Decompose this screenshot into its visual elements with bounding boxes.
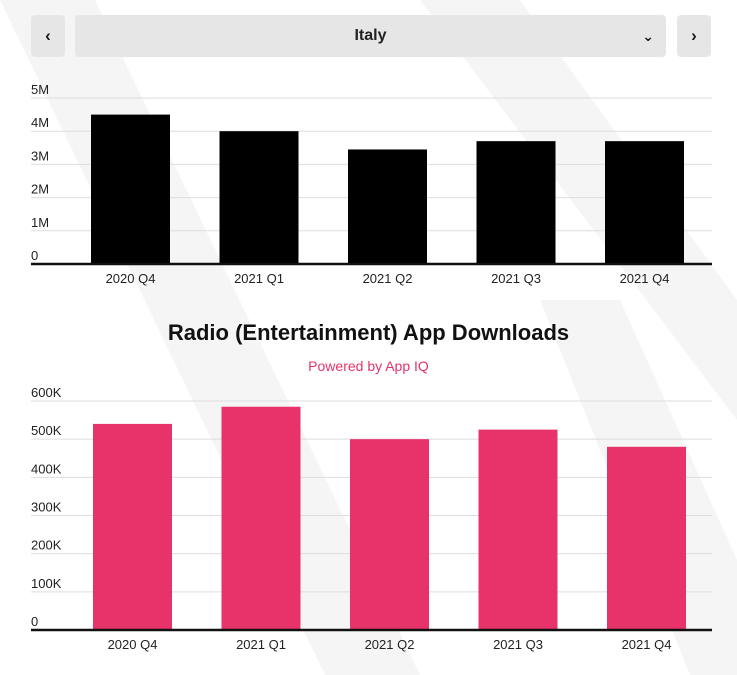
selected-country: Italy xyxy=(354,27,387,44)
y-tick-label: 600K xyxy=(31,385,62,400)
previous-button[interactable]: ‹ xyxy=(31,15,65,57)
chevron-left-icon: ‹ xyxy=(45,26,51,45)
country-navigation: ‹ Italy ⌄ › xyxy=(0,15,737,57)
next-button[interactable]: › xyxy=(677,15,711,57)
x-tick-label: 2021 Q3 xyxy=(493,637,543,652)
y-tick-label: 400K xyxy=(31,461,62,476)
x-tick-label: 2020 Q4 xyxy=(108,637,158,652)
x-tick-label: 2021 Q1 xyxy=(236,637,286,652)
chart-subtitle: Powered by App IQ xyxy=(308,358,429,374)
bar-2021-q4 xyxy=(607,446,686,630)
bar-2021-q3 xyxy=(478,429,558,630)
bar-2021-q2 xyxy=(350,439,429,630)
x-tick-label: 2021 Q4 xyxy=(622,637,672,652)
country-select[interactable]: Italy ⌄ xyxy=(75,15,666,57)
y-tick-label: 100K xyxy=(31,576,62,591)
bar-2021-q1 xyxy=(221,406,301,630)
chart-title: Radio (Entertainment) App Downloads xyxy=(167,320,570,345)
bar-2020-q4 xyxy=(93,423,172,630)
chevron-down-icon: ⌄ xyxy=(642,28,654,44)
x-tick-label: 2021 Q2 xyxy=(365,637,415,652)
y-tick-label: 0 xyxy=(31,614,38,629)
y-tick-label: 500K xyxy=(31,423,62,438)
y-tick-label: 200K xyxy=(31,538,62,553)
y-tick-label: 300K xyxy=(31,500,62,515)
chevron-right-icon: › xyxy=(691,26,697,45)
